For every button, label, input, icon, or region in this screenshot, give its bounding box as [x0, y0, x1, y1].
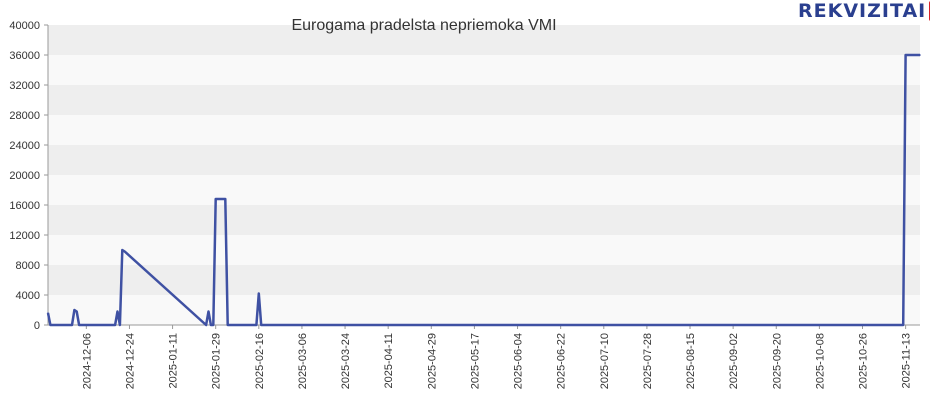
x-tick-label: 2025-11-13 — [901, 333, 913, 388]
grid-band — [48, 25, 920, 55]
x-tick-label: 2025-07-10 — [599, 333, 611, 389]
grid-band — [48, 175, 920, 205]
data-point — [210, 324, 212, 326]
data-point — [226, 324, 229, 326]
y-tick-label: 12000 — [9, 230, 40, 242]
grid-band — [48, 295, 920, 325]
y-tick-label: 8000 — [16, 260, 40, 272]
y-tick-label: 36000 — [9, 50, 40, 62]
y-tick-label: 28000 — [9, 110, 40, 122]
y-tick-label: 4000 — [16, 290, 40, 302]
data-point — [49, 324, 52, 326]
data-point — [78, 324, 80, 326]
x-tick-label: 2025-02-16 — [254, 333, 266, 389]
data-point — [119, 324, 121, 326]
x-tick-label: 2025-08-15 — [685, 333, 697, 389]
grid-band — [48, 145, 920, 175]
data-point — [904, 54, 907, 56]
grid-band — [48, 235, 920, 265]
data-point — [255, 324, 258, 326]
grid-band — [48, 265, 920, 295]
data-point — [114, 324, 116, 326]
x-tick-label: 2025-09-02 — [728, 333, 740, 389]
data-point — [224, 198, 227, 200]
grid-band — [48, 55, 920, 85]
data-point — [71, 324, 73, 326]
x-tick-label: 2025-07-28 — [642, 333, 654, 389]
x-tick-label: 2025-10-08 — [814, 333, 826, 389]
y-tick-label: 32000 — [9, 80, 40, 92]
x-tick-label: 2025-01-11 — [168, 333, 180, 388]
y-tick-label: 0 — [34, 320, 40, 332]
y-axis-ticks: 0 4000 8000 12000 16000 20000 24000 28000 32000 3… — [9, 20, 48, 332]
data-point — [919, 54, 921, 56]
data-point — [73, 309, 76, 311]
x-tick-label: 2025-05-17 — [469, 333, 481, 389]
y-tick-label: 24000 — [9, 140, 40, 152]
x-tick-label: 2025-06-22 — [556, 333, 568, 389]
data-point — [116, 310, 119, 313]
x-tick-label: 2024-12-24 — [124, 333, 136, 389]
y-tick-label: 16000 — [9, 200, 40, 212]
y-tick-label: 20000 — [9, 170, 40, 182]
x-tick-label: 2025-03-24 — [340, 333, 352, 389]
x-tick-label: 2025-03-06 — [297, 333, 309, 389]
grid-band — [48, 115, 920, 145]
x-tick-label: 2025-04-11 — [383, 333, 395, 388]
x-tick-label: 2025-06-04 — [513, 333, 525, 389]
x-tick-label: 2024-12-06 — [81, 333, 93, 389]
data-point — [123, 250, 126, 253]
data-point — [902, 324, 905, 326]
grid-bands — [48, 25, 920, 325]
data-point — [260, 324, 263, 326]
grid-band — [48, 205, 920, 235]
data-point — [212, 324, 215, 326]
x-tick-label: 2025-01-29 — [211, 333, 223, 389]
data-point — [47, 312, 49, 314]
x-tick-label: 2025-10-26 — [858, 333, 870, 389]
y-tick-label: 40000 — [9, 20, 40, 32]
data-point — [258, 292, 260, 295]
logo-text: REKVIZITAI — [798, 0, 927, 22]
data-point — [214, 198, 217, 200]
series-layer — [46, 53, 921, 327]
x-tick-label: 2025-04-29 — [426, 333, 438, 389]
x-axis-ticks: 2024-12-06 2024-12-24 2025-01-11 2025-01-29… — [81, 325, 913, 389]
data-point — [229, 324, 231, 326]
grid-band — [48, 85, 920, 115]
data-point — [207, 310, 210, 313]
chart-title: Eurogama pradelsta nepriemoka VMI — [291, 17, 556, 34]
data-point — [205, 324, 207, 326]
data-point — [75, 310, 78, 313]
x-tick-label: 2025-09-20 — [771, 333, 783, 389]
logo[interactable]: REKVIZITAI VŽ — [798, 0, 930, 22]
data-point — [121, 249, 124, 251]
